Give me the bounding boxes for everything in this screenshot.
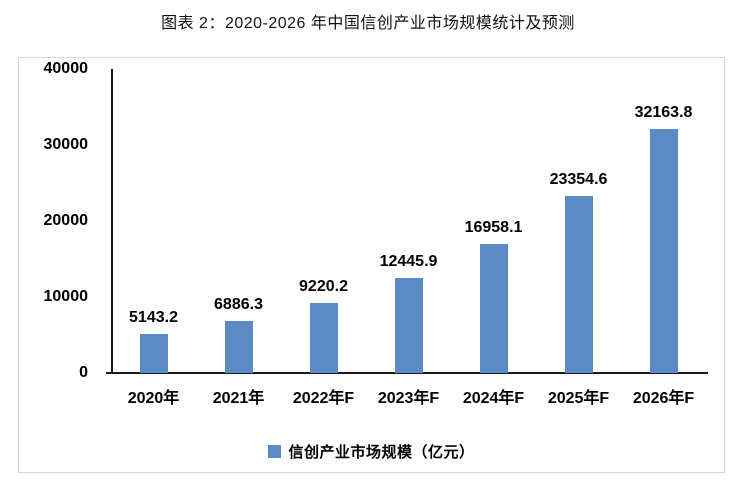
y-tick-label: 20000 (43, 212, 89, 229)
x-axis-line (106, 372, 708, 374)
y-tick-label: 30000 (43, 136, 89, 153)
y-tick-label: 10000 (43, 288, 89, 305)
bar-value-label: 23354.6 (549, 171, 608, 188)
bar-value-label: 5143.2 (129, 309, 178, 326)
chart-title: 图表 2：2020-2026 年中国信创产业市场规模统计及预测 (161, 15, 575, 32)
y-axis-line (111, 69, 113, 374)
bar-2025年F (564, 196, 593, 373)
bar-2021年 (224, 321, 253, 373)
bar-value-label: 9220.2 (299, 278, 348, 295)
y-tick-label: 0 (79, 364, 88, 381)
bar-value-label: 16958.1 (464, 219, 523, 236)
x-tick-label: 2026年F (632, 390, 695, 407)
x-tick-label: 2025年F (547, 390, 610, 407)
legend-swatch-icon (268, 445, 282, 458)
bar-value-label: 12445.9 (379, 253, 438, 270)
bar-2020年 (139, 334, 168, 373)
bar-2023年F (394, 278, 423, 373)
legend-label: 信创产业市场规模（亿元） (288, 444, 475, 461)
x-tick-label: 2021年 (212, 390, 265, 407)
legend: 信创产业市场规模（亿元） (19, 441, 724, 462)
x-tick-label: 2020年 (127, 390, 180, 407)
bar-value-label: 32163.8 (634, 104, 693, 121)
x-tick-label: 2022年F (292, 390, 355, 407)
bar-2026年F (649, 129, 678, 373)
x-tick-label: 2024年F (462, 390, 525, 407)
x-tick-label: 2023年F (377, 390, 440, 407)
y-tick-label: 40000 (43, 60, 89, 77)
bar-2022年F (309, 303, 338, 373)
bar-2024年F (479, 244, 508, 373)
bar-value-label: 6886.3 (214, 296, 263, 313)
chart-area: 0 10000 20000 30000 40000 5143.2 6886.3 9220.2… (18, 57, 725, 473)
